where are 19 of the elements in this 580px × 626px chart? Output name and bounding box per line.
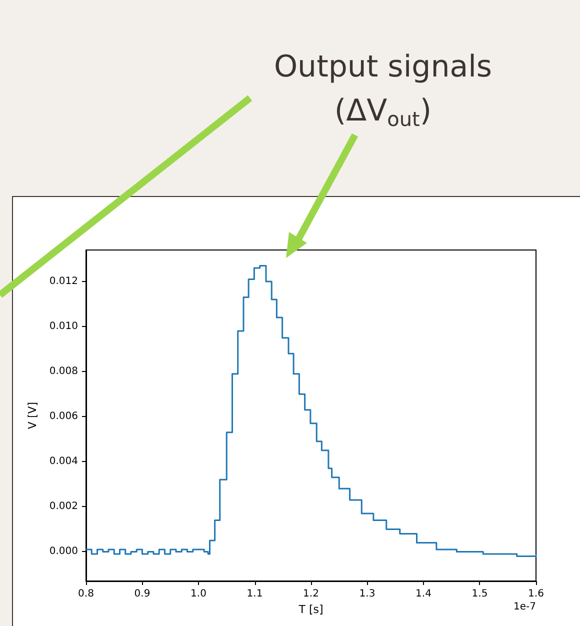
text: 1e-7 [514, 602, 536, 612]
x-tick-label: 1.3 [359, 588, 376, 600]
y-tick-label: 0.008 [49, 366, 78, 378]
x-tick-label: 1.1 [246, 588, 263, 600]
x-tick-label: 0.9 [134, 588, 150, 600]
x-tick-label: 1.2 [303, 588, 319, 600]
x-tick-label: 1.6 [528, 588, 544, 600]
x-tick-label: 0.8 [78, 588, 94, 600]
y-tick-label: 0.004 [49, 456, 78, 468]
x-tick-label: 1.4 [416, 588, 432, 600]
y-axis-title: V [V] [26, 402, 39, 430]
y-tick-label: 0.012 [49, 276, 78, 288]
x-axis-title: T [s] [298, 602, 324, 616]
y-tick-label: 0.002 [49, 501, 78, 512]
y-tick-label: 0.010 [49, 321, 78, 332]
y-tick-label: 0.006 [49, 411, 78, 422]
y-tick-label: 0.000 [49, 546, 78, 558]
x-tick-label: 1.0 [190, 588, 206, 600]
x-tick-label: 1.5 [472, 588, 488, 600]
